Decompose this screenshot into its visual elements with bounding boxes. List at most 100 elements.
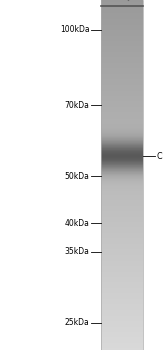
Bar <box>101 140 143 141</box>
Bar <box>101 141 143 142</box>
Bar <box>101 328 143 329</box>
Bar <box>101 3 143 4</box>
Bar <box>101 106 143 107</box>
Bar <box>101 187 143 188</box>
Bar <box>101 62 143 63</box>
Bar <box>101 164 143 165</box>
Bar <box>101 49 143 50</box>
Bar <box>101 20 143 21</box>
Bar <box>101 57 143 58</box>
Bar <box>101 180 143 181</box>
Bar <box>101 54 143 55</box>
Bar <box>101 67 143 68</box>
Bar <box>101 108 143 109</box>
Bar <box>101 197 143 198</box>
Bar <box>101 127 143 128</box>
Bar <box>101 45 143 46</box>
Bar <box>101 71 143 72</box>
Bar <box>101 227 143 228</box>
Bar <box>101 190 143 191</box>
Bar <box>101 260 143 261</box>
Bar <box>101 119 143 120</box>
Bar <box>101 42 143 43</box>
Bar <box>101 287 143 288</box>
Bar <box>101 252 143 253</box>
Bar <box>101 145 143 146</box>
Bar <box>101 44 143 45</box>
Bar <box>101 242 143 243</box>
Bar <box>101 276 143 277</box>
Bar <box>101 225 143 226</box>
Bar <box>101 85 143 86</box>
Bar <box>101 100 143 101</box>
Bar <box>101 279 143 280</box>
Bar <box>101 233 143 234</box>
Bar <box>101 301 143 302</box>
Bar <box>101 151 143 152</box>
Bar <box>101 81 143 82</box>
Bar <box>101 116 143 117</box>
Bar <box>101 278 143 279</box>
Bar <box>101 249 143 250</box>
Bar <box>101 267 143 268</box>
Bar <box>101 125 143 126</box>
Bar <box>101 231 143 232</box>
Bar <box>101 55 143 56</box>
Bar <box>101 316 143 317</box>
Bar <box>101 257 143 258</box>
Bar <box>101 241 143 242</box>
Bar <box>101 95 143 96</box>
Bar <box>101 64 143 65</box>
Bar <box>101 14 143 15</box>
Bar <box>101 120 143 121</box>
Bar <box>101 344 143 345</box>
Bar <box>101 335 143 336</box>
Bar <box>101 186 143 187</box>
Bar <box>101 218 143 219</box>
Text: Mouse testis: Mouse testis <box>124 0 163 2</box>
Bar <box>101 330 143 331</box>
Text: 50kDa: 50kDa <box>65 172 90 181</box>
Bar <box>101 209 143 210</box>
Bar <box>101 282 143 283</box>
Bar <box>101 78 143 79</box>
Bar <box>101 134 143 135</box>
Bar <box>101 311 143 312</box>
Bar <box>101 291 143 292</box>
Bar <box>101 248 143 249</box>
Bar <box>101 97 143 98</box>
Bar <box>101 146 143 147</box>
Bar <box>101 46 143 47</box>
Bar <box>101 341 143 342</box>
Bar <box>101 336 143 337</box>
Bar <box>101 69 143 70</box>
Bar <box>101 210 143 211</box>
Bar <box>101 313 143 314</box>
Bar <box>101 90 143 91</box>
Text: 40kDa: 40kDa <box>65 219 90 228</box>
Bar <box>101 126 143 127</box>
Bar <box>101 59 143 60</box>
Bar <box>101 18 143 19</box>
Bar <box>101 163 143 164</box>
Bar <box>101 174 143 175</box>
Bar <box>101 176 143 177</box>
Bar <box>101 226 143 227</box>
Bar <box>101 138 143 139</box>
Bar <box>101 224 143 225</box>
Bar <box>101 198 143 199</box>
Bar <box>101 280 143 281</box>
Bar <box>101 103 143 104</box>
Text: 25kDa: 25kDa <box>65 318 90 328</box>
Bar <box>101 308 143 309</box>
Bar <box>101 26 143 27</box>
Bar <box>101 223 143 224</box>
Bar <box>101 23 143 24</box>
Bar <box>101 2 143 3</box>
Bar <box>101 271 143 272</box>
Bar <box>101 156 143 157</box>
Bar <box>101 75 143 76</box>
Bar <box>101 272 143 273</box>
Bar <box>101 63 143 64</box>
Bar <box>101 196 143 197</box>
